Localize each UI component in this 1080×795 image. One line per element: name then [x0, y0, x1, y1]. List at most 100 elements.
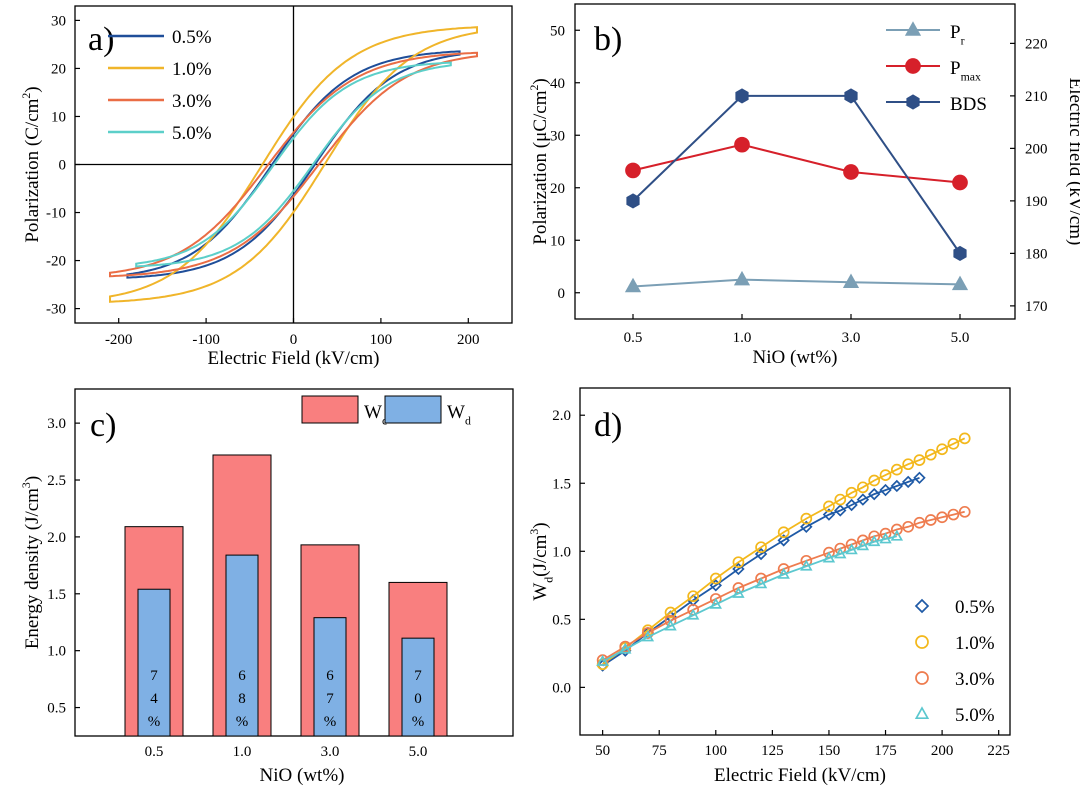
panel-c-efficiency-char: 0	[414, 691, 422, 707]
panel-d-ylabel-part-2: (J/cm	[530, 534, 551, 576]
panel-c-xtick-label: 0.5	[145, 744, 164, 760]
panel-d-point-1.0pct	[936, 443, 948, 456]
panel-b-point-bds	[735, 88, 749, 104]
panel-a-ytick-label: -10	[46, 206, 66, 222]
panel-b-point-pmax	[952, 174, 968, 191]
panel-a-xtick-label: -200	[105, 332, 133, 348]
panel-c-ytick-label: 3.0	[47, 416, 66, 432]
panel-c-efficiency-char: %	[236, 714, 249, 730]
panel-d-legend-marker	[915, 635, 929, 649]
panel-d-fit-1.0pct	[602, 437, 966, 665]
panel-d-point-3.0pct	[890, 523, 903, 536]
panel-a-loop-1.0pct	[109, 26, 478, 303]
panel-b-point-bds	[626, 193, 640, 209]
panel-d-point-5.0pct	[845, 543, 858, 555]
panel-d-point-1.0pct	[834, 493, 847, 506]
panel-c-bar-wd	[137, 588, 171, 737]
panel-d-point-5.0pct	[879, 532, 892, 544]
panel-c-efficiency-char: 7	[326, 691, 334, 707]
panel-c-bar-wd	[401, 637, 435, 737]
panel-c-efficiency-char: 6	[238, 668, 246, 684]
panel-d-point-3.0pct	[924, 514, 937, 526]
panel-d-point-1.0pct	[913, 454, 926, 466]
panel-c-xlabel: NiO (wt%)	[260, 765, 345, 786]
panel-c-ylabel: Energy density (J/cm3)	[19, 476, 43, 649]
panel-b-xlabel: NiO (wt%)	[753, 347, 838, 368]
panel-b-legend-marker	[904, 21, 922, 36]
panel-c-legend-label: Wd	[447, 402, 471, 428]
panel-a-ylabel-part-1: 2	[19, 93, 33, 99]
panel-a-xtick-label: 0	[290, 332, 298, 348]
panel-d-point-0.5pct	[834, 504, 847, 517]
panel-b-point-bds	[844, 88, 858, 104]
panel-d-point-5.0pct	[856, 539, 870, 551]
panel-c-ytick-label: 2.5	[47, 473, 66, 489]
panel-b-line-bds	[632, 94, 961, 254]
panel-d-ylabel-part-0: W	[530, 583, 551, 601]
panel-b-ylabel-left: Polarization (μC/cm2)	[527, 78, 551, 244]
panel-a-label: a)	[88, 21, 114, 58]
panel-a-legend-label: 1.0%	[172, 59, 212, 80]
panel-d-point-0.5pct	[822, 508, 836, 521]
panel-b-line-pr	[632, 278, 961, 288]
panel-d-legend-label: 1.0%	[955, 633, 995, 654]
panel-b-point-bds	[953, 245, 967, 261]
panel-c-xtick-label: 3.0	[321, 744, 340, 760]
panel-c-frame	[74, 388, 514, 737]
panel-d-point-3.0pct	[902, 520, 915, 533]
panel-b-legend-label-part-0: P	[950, 22, 961, 43]
panel-d-point-1.0pct	[800, 512, 813, 525]
panel-d-xtick-label: 50	[595, 743, 610, 759]
panel-d-legend-label: 0.5%	[955, 597, 995, 618]
panel-b-ytick-right-label: 200	[1025, 141, 1048, 157]
panel-a-ylabel: Polarization (C/cm2)	[19, 86, 43, 242]
panel-a-ytick-label: -20	[46, 254, 66, 270]
panel-d-point-1.0pct	[709, 572, 722, 585]
panel-b-frame	[574, 3, 1016, 320]
panel-d-ylabel-part-4: )	[530, 522, 551, 528]
panel-b-point-pmax	[625, 162, 641, 179]
panel-a-loop-3.0pct	[109, 51, 478, 278]
panel-d-point-0.5pct	[856, 493, 870, 506]
panel-d-xtick-label: 75	[652, 743, 667, 759]
panel-b-point-pmax	[843, 164, 859, 180]
panel-d-point-5.0pct	[890, 529, 904, 541]
panel-b-ytick-right-label: 210	[1025, 89, 1048, 105]
panel-b-point-pmax	[734, 136, 750, 153]
panel-d-point-1.0pct	[777, 526, 790, 539]
panel-d-xtick-label: 100	[705, 743, 728, 759]
panel-d-point-5.0pct	[800, 559, 813, 571]
panel-d-xtick-label: 175	[874, 743, 897, 759]
panel-c-efficiency-char: 7	[414, 668, 422, 684]
panel-d-point-0.5pct	[845, 498, 858, 512]
panel-c-legend-swatch	[384, 395, 442, 424]
panel-d-point-5.0pct	[641, 630, 655, 642]
panel-b-xtick-label: 3.0	[842, 330, 861, 346]
panel-d-point-5.0pct	[822, 551, 836, 563]
panel-d-xtick-label: 200	[931, 743, 954, 759]
panel-a-ytick-label: -30	[46, 302, 66, 318]
panel-d-point-1.0pct	[947, 437, 960, 450]
panel-d-xtick-label: 150	[818, 743, 841, 759]
panel-c-legend-label-part-0: W	[364, 402, 382, 423]
panel-c-ytick-label: 2.0	[47, 530, 66, 546]
panel-b-ylabel-left-part-2: )	[530, 78, 551, 84]
panel-c-ylabel-part-2: )	[22, 476, 43, 482]
panel-d-point-1.0pct	[664, 606, 677, 619]
panel-d-xtick-label: 225	[987, 743, 1010, 759]
panel-d-point-5.0pct	[754, 577, 768, 589]
panel-a-ytick-label: 30	[51, 13, 66, 29]
panel-a-legend-label: 5.0%	[172, 123, 212, 144]
panel-d-point-5.0pct	[777, 567, 790, 579]
panel-b-xtick-label: 0.5	[624, 330, 643, 346]
panel-b-ytick-right-label: 170	[1025, 299, 1048, 315]
panel-b-point-pr	[842, 273, 860, 288]
panel-d-point-5.0pct	[619, 642, 632, 654]
panel-d-point-1.0pct	[845, 486, 858, 499]
panel-b-legend-label: Pr	[950, 22, 965, 48]
panel-b-ytick-right-label: 190	[1025, 194, 1048, 210]
panel-a-legend-label: 0.5%	[172, 27, 212, 48]
panel-a-loop-5.0pct	[135, 61, 452, 268]
panel-d-frame	[579, 387, 1011, 736]
panel-d-legend-label: 3.0%	[955, 669, 995, 690]
